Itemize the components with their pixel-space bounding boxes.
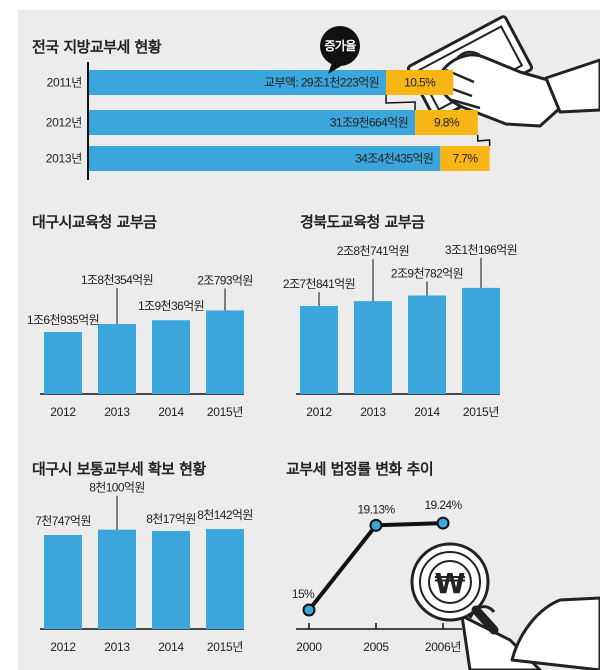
daegu-grant-value-label: 7천747억원	[35, 513, 91, 528]
growth-rate-label: 9.8%	[434, 116, 460, 130]
legal-rate-point	[369, 518, 383, 532]
gyeongbuk-education-value-label: 2조9천782억원	[391, 266, 463, 281]
national-grant-bar	[89, 110, 416, 135]
daegu-grant-value-label: 8천17억원	[146, 511, 196, 526]
legal-rate-point	[302, 603, 316, 617]
bar-connector	[385, 95, 416, 110]
legal-rate-category-label: 2000	[296, 640, 322, 654]
daegu-education-category-label: 2015년	[207, 405, 243, 419]
daegu-education-value-label: 1조9천36억원	[138, 298, 204, 313]
gyeongbuk-education-value-label: 3조1천196억원	[445, 242, 517, 257]
grant-value-label: 교부액: 29조1천223억원	[264, 75, 379, 90]
callout-bubble	[320, 26, 360, 66]
daegu-grant-category-label: 2012	[50, 640, 76, 654]
chart-title-national-grant: 전국 지방교부세 현황	[32, 38, 162, 56]
daegu-education-bar	[98, 324, 136, 394]
daegu-grant-bar	[44, 535, 82, 629]
gyeongbuk-education-bar	[354, 301, 392, 394]
svg-text:₩: ₩	[435, 567, 466, 600]
legal-rate-category-label: 2005	[363, 640, 389, 654]
daegu-education-bar	[152, 320, 190, 394]
daegu-grant-bar	[98, 529, 136, 629]
growth-rate-label: 10.5%	[404, 76, 436, 90]
chart-title-daegu-grant: 대구시 보통교부세 확보 현황	[32, 460, 206, 478]
growth-rate-bar	[415, 110, 478, 135]
daegu-grant-bar	[206, 529, 244, 629]
daegu-grant-category-label: 2013	[104, 640, 130, 654]
legal-rate-point	[436, 516, 450, 530]
chart-title-gyeongbuk-education: 경북도교육청 교부금	[300, 213, 425, 231]
grant-value-label: 34조4천435억원	[355, 151, 433, 166]
daegu-education-category-label: 2014	[158, 405, 184, 419]
daegu-education-value-label: 2조793억원	[197, 273, 253, 287]
national-grant-bar	[89, 70, 387, 95]
daegu-education-value-label: 1조8천354억원	[81, 272, 153, 287]
national-grant-bar	[89, 146, 441, 171]
daegu-education-bar	[44, 332, 82, 394]
gyeongbuk-education-category-label: 2013	[360, 405, 386, 419]
gyeongbuk-education-category-label: 2015년	[463, 405, 499, 419]
year-label: 2011년	[47, 76, 82, 90]
daegu-grant-value-label: 8천100억원	[89, 480, 145, 495]
growth-rate-bar	[440, 146, 490, 171]
year-label: 2012년	[46, 116, 82, 130]
gyeongbuk-education-value-label: 2조8천741억원	[337, 243, 409, 258]
gyeongbuk-education-value-label: 2조7천841억원	[283, 276, 355, 291]
grant-value-label: 31조9천664억원	[330, 115, 408, 130]
chart-title-legal-rate: 교부세 법정률 변화 추이	[286, 460, 434, 478]
daegu-education-value-label: 1조6천935억원	[27, 312, 99, 327]
bar-connector	[477, 135, 491, 146]
growth-rate-bar	[386, 70, 454, 95]
daegu-grant-category-label: 2015년	[207, 640, 243, 654]
legal-rate-value-label: 15%	[292, 587, 315, 601]
gyeongbuk-education-bar	[300, 306, 338, 394]
daegu-grant-bar	[152, 530, 190, 629]
daegu-education-category-label: 2012	[50, 405, 76, 419]
daegu-education-category-label: 2013	[104, 405, 130, 419]
magnifier-won-hand-icon: ₩	[410, 542, 600, 670]
gyeongbuk-education-category-label: 2012	[306, 405, 332, 419]
gyeongbuk-education-bar	[462, 287, 500, 394]
daegu-grant-category-label: 2014	[158, 640, 184, 654]
gyeongbuk-education-category-label: 2014	[414, 405, 440, 419]
year-label: 2013년	[46, 152, 82, 166]
chart-title-daegu-education: 대구시교육청 교부금	[32, 213, 157, 231]
daegu-education-bar	[206, 310, 244, 394]
callout-label: 증가율	[324, 38, 356, 53]
legal-rate-category-label: 2006년	[425, 640, 461, 654]
daegu-grant-value-label: 8천142억원	[197, 507, 253, 522]
growth-rate-label: 7.7%	[452, 152, 478, 166]
legal-rate-value-label: 19.24%	[424, 498, 462, 512]
gyeongbuk-education-bar	[408, 295, 446, 394]
legal-rate-value-label: 19.13%	[357, 502, 395, 516]
